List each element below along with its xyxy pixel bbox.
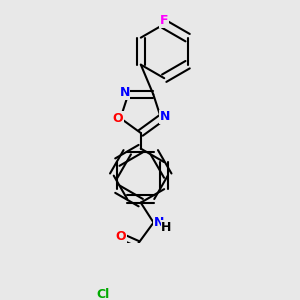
Text: Cl: Cl bbox=[97, 288, 110, 300]
Text: N: N bbox=[159, 110, 170, 123]
Text: O: O bbox=[116, 230, 126, 243]
Text: N: N bbox=[154, 216, 164, 229]
Text: F: F bbox=[160, 14, 169, 27]
Text: H: H bbox=[161, 221, 172, 234]
Text: N: N bbox=[119, 86, 130, 99]
Text: O: O bbox=[112, 112, 123, 125]
